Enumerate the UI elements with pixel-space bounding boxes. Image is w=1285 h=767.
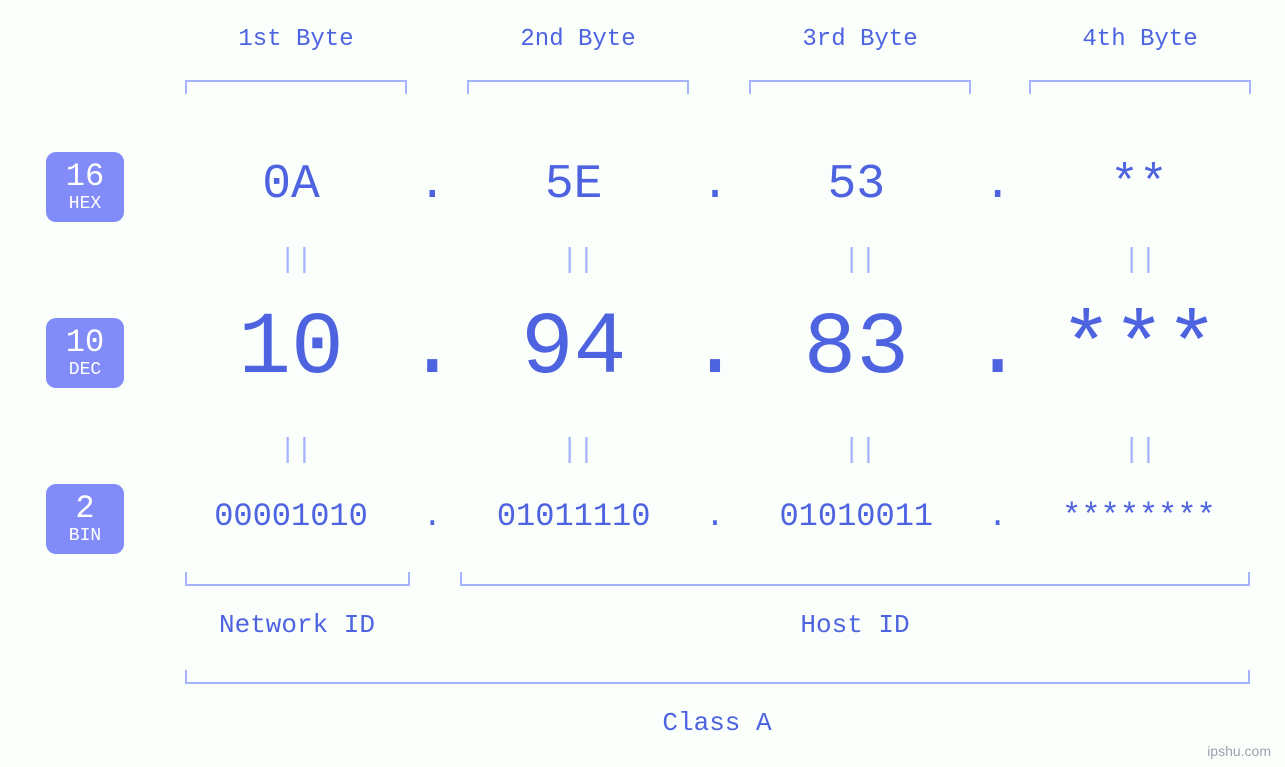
bin-b4: ******** <box>1028 498 1250 535</box>
dec-b1: 10 <box>180 300 402 399</box>
byte-header-3: 3rd Byte <box>802 26 917 53</box>
label-network-id: Network ID <box>219 610 375 640</box>
eq-2-3: || <box>843 435 877 466</box>
hex-dot-1: . <box>418 158 447 212</box>
base-label-hex: HEX <box>69 195 101 213</box>
hex-b3: 53 <box>745 158 967 212</box>
hex-b2: 5E <box>463 158 685 212</box>
base-label-bin: BIN <box>69 527 101 545</box>
bin-dot-2: . <box>705 498 724 535</box>
base-num-hex: 16 <box>66 161 104 193</box>
top-bracket-1 <box>185 80 407 94</box>
eq-2-1: || <box>279 435 313 466</box>
byte-header-2: 2nd Byte <box>520 26 635 53</box>
hex-b1: 0A <box>180 158 402 212</box>
hex-dot-2: . <box>701 158 730 212</box>
eq-2-4: || <box>1123 435 1157 466</box>
hex-row: 0A . 5E . 53 . ** <box>180 158 1250 212</box>
hex-dot-3: . <box>983 158 1012 212</box>
byte-header-4: 4th Byte <box>1082 26 1197 53</box>
dec-row: 10 . 94 . 83 . *** <box>180 300 1250 399</box>
dec-dot-3: . <box>971 300 1024 399</box>
eq-2-2: || <box>561 435 595 466</box>
bin-b3: 01010011 <box>745 498 967 535</box>
dec-b2: 94 <box>463 300 685 399</box>
bracket-class <box>185 670 1250 684</box>
top-bracket-4 <box>1029 80 1251 94</box>
base-num-bin: 2 <box>75 493 94 525</box>
bin-dot-3: . <box>988 498 1007 535</box>
dec-b4: *** <box>1028 300 1250 399</box>
eq-1-2: || <box>561 245 595 276</box>
top-bracket-2 <box>467 80 689 94</box>
byte-header-1: 1st Byte <box>238 26 353 53</box>
bin-b1: 00001010 <box>180 498 402 535</box>
bin-dot-1: . <box>423 498 442 535</box>
bracket-network <box>185 572 410 586</box>
watermark: ipshu.com <box>1207 743 1271 759</box>
label-host-id: Host ID <box>800 610 909 640</box>
base-num-dec: 10 <box>66 327 104 359</box>
dec-dot-1: . <box>406 300 459 399</box>
dec-dot-2: . <box>689 300 742 399</box>
hex-b4: ** <box>1028 158 1250 212</box>
base-badge-dec: 10 DEC <box>46 318 124 388</box>
eq-1-4: || <box>1123 245 1157 276</box>
bracket-host <box>460 572 1250 586</box>
bin-row: 00001010 . 01011110 . 01010011 . *******… <box>180 498 1250 535</box>
eq-1-1: || <box>279 245 313 276</box>
bin-b2: 01011110 <box>463 498 685 535</box>
dec-b3: 83 <box>745 300 967 399</box>
base-badge-bin: 2 BIN <box>46 484 124 554</box>
eq-1-3: || <box>843 245 877 276</box>
label-class: Class A <box>662 708 771 738</box>
base-label-dec: DEC <box>69 361 101 379</box>
top-bracket-3 <box>749 80 971 94</box>
base-badge-hex: 16 HEX <box>46 152 124 222</box>
